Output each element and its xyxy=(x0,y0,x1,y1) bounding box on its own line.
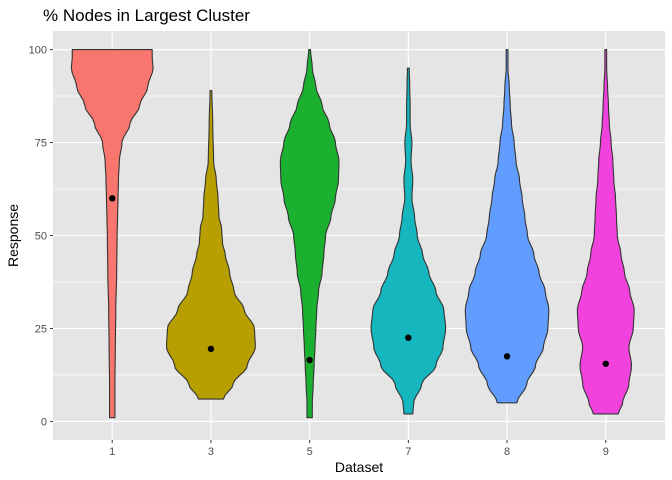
violin-5 xyxy=(279,49,340,419)
y-tick-label: 50 xyxy=(35,231,47,243)
violin-1 xyxy=(70,49,154,419)
x-tick-label: 5 xyxy=(307,446,313,458)
summary-point-3 xyxy=(207,345,215,353)
y-tick-label: 25 xyxy=(35,323,47,335)
violin-3 xyxy=(165,89,256,400)
summary-point-1 xyxy=(109,195,116,202)
y-axis: 0 25 50 75 100 xyxy=(29,45,53,428)
violins xyxy=(70,49,635,419)
y-tick-label: 75 xyxy=(35,138,47,150)
chart-title: % Nodes in Largest Cluster xyxy=(43,6,250,25)
violin-7 xyxy=(370,67,447,415)
summary-point-7 xyxy=(405,334,412,341)
y-tick-label: 100 xyxy=(29,45,47,57)
y-tick-label: 0 xyxy=(41,416,47,428)
x-tick-label: 8 xyxy=(504,446,510,458)
x-tick-label: 3 xyxy=(208,446,214,458)
summary-point-9 xyxy=(602,360,609,367)
violin-9 xyxy=(576,49,635,415)
x-tick-label: 9 xyxy=(603,446,609,458)
median-points xyxy=(109,195,609,367)
summary-point-8 xyxy=(503,353,511,360)
y-axis-title: Response xyxy=(5,204,21,267)
summary-point-5 xyxy=(306,356,313,364)
x-axis: 1 3 5 7 8 9 xyxy=(109,440,609,458)
violin-8 xyxy=(464,49,550,404)
x-axis-title: Dataset xyxy=(335,459,383,475)
x-tick-label: 1 xyxy=(109,446,115,458)
x-tick-label: 7 xyxy=(405,446,411,458)
